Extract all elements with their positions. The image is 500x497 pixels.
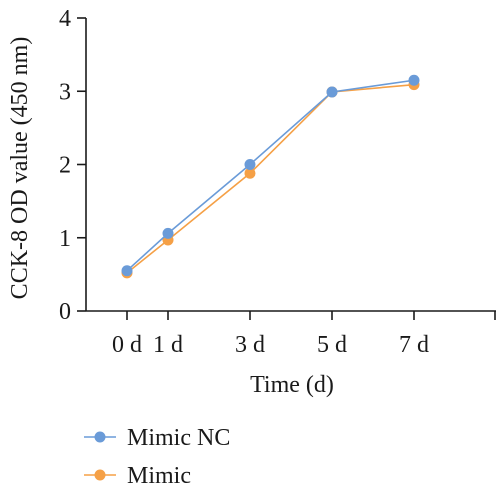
x-tick-label: 7 d [399, 332, 429, 358]
legend-marker [94, 431, 106, 443]
x-tick-label: 5 d [317, 332, 347, 358]
y-tick-label: 0 [59, 299, 71, 325]
series-mimic [121, 79, 420, 279]
legend-marker [94, 469, 106, 481]
y-tick-label: 2 [59, 153, 71, 179]
data-point [244, 159, 256, 170]
x-tick-label: 0 d [112, 332, 142, 358]
y-tick-label: 4 [59, 6, 71, 32]
x-tick-label: 3 d [235, 332, 265, 358]
series-layer [121, 74, 420, 279]
y-axis-ticks: 0 1 2 3 4 [59, 6, 86, 325]
axes [85, 18, 496, 312]
data-point [326, 86, 338, 98]
legend-label: Mimic [127, 463, 191, 489]
x-axis-ticks: 0 d 1 d 3 d 5 d 7 d [112, 311, 496, 358]
y-tick-label: 1 [59, 226, 71, 252]
legend-item: Mimic [84, 463, 191, 489]
data-point [244, 167, 256, 179]
legend-label: Mimic NC [127, 425, 230, 451]
legend: Mimic NC Mimic [84, 425, 230, 489]
y-tick-label: 3 [59, 79, 71, 105]
x-tick-label: 1 d [153, 332, 183, 358]
x-axis-title: Time (d) [250, 372, 334, 398]
data-point [121, 265, 133, 277]
data-point [162, 227, 174, 239]
series-mimic-nc [121, 74, 420, 277]
legend-item: Mimic NC [84, 425, 230, 451]
data-point [408, 74, 420, 86]
y-axis-title: CCK-8 OD value (450 nm) [7, 37, 33, 300]
